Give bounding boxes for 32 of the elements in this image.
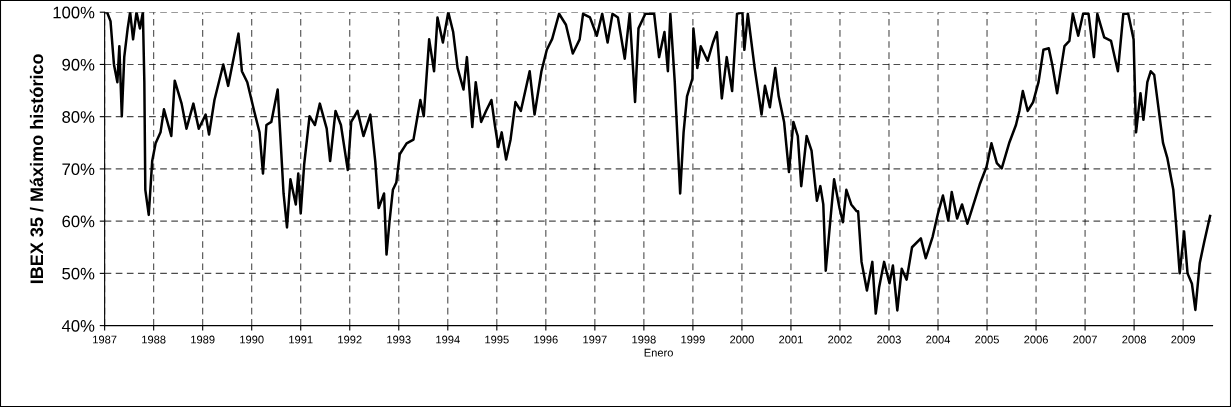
y-tick-label: 100% <box>53 6 95 19</box>
x-tick-label: 2001 <box>779 335 803 344</box>
x-tick-label: 2000 <box>730 335 754 344</box>
x-tick-label: 2008 <box>1122 335 1146 344</box>
x-tick-label: 1988 <box>142 335 166 344</box>
x-tick-label: 1993 <box>387 335 411 344</box>
x-tick-label: 1987 <box>93 335 117 344</box>
x-tick-label: 1989 <box>191 335 215 344</box>
y-tick-label: 40% <box>61 320 95 332</box>
x-axis-title: Enero <box>644 348 673 357</box>
x-tick-label: 2004 <box>926 335 951 344</box>
x-tick-label: 1997 <box>583 335 607 344</box>
y-axis-title: IBEX 35 / Máximo histórico <box>29 54 44 284</box>
y-tick-label: 50% <box>62 267 95 280</box>
x-tick-label: 2005 <box>975 335 999 344</box>
x-tick-label: 2002 <box>828 335 852 344</box>
x-tick-label: 1991 <box>289 335 313 344</box>
x-tick-label: 1992 <box>338 335 362 344</box>
x-tick-label: 2006 <box>1024 335 1048 344</box>
y-tick-label: 90% <box>62 58 95 71</box>
x-tick-label: 1998 <box>632 335 656 344</box>
x-tick-label: 1994 <box>436 335 460 344</box>
x-tick-label: 1990 <box>240 335 264 344</box>
x-tick-label: 2009 <box>1171 335 1195 344</box>
x-tick-label: 1996 <box>534 335 558 344</box>
y-tick-label: 70% <box>62 163 95 176</box>
x-tick-label: 1995 <box>485 335 509 344</box>
x-tick-label: 2007 <box>1073 335 1097 344</box>
y-tick-label: 60% <box>62 215 95 228</box>
x-tick-label: 2003 <box>877 335 901 344</box>
y-tick-label: 80% <box>62 111 95 123</box>
x-tick-label: 1999 <box>681 335 705 344</box>
